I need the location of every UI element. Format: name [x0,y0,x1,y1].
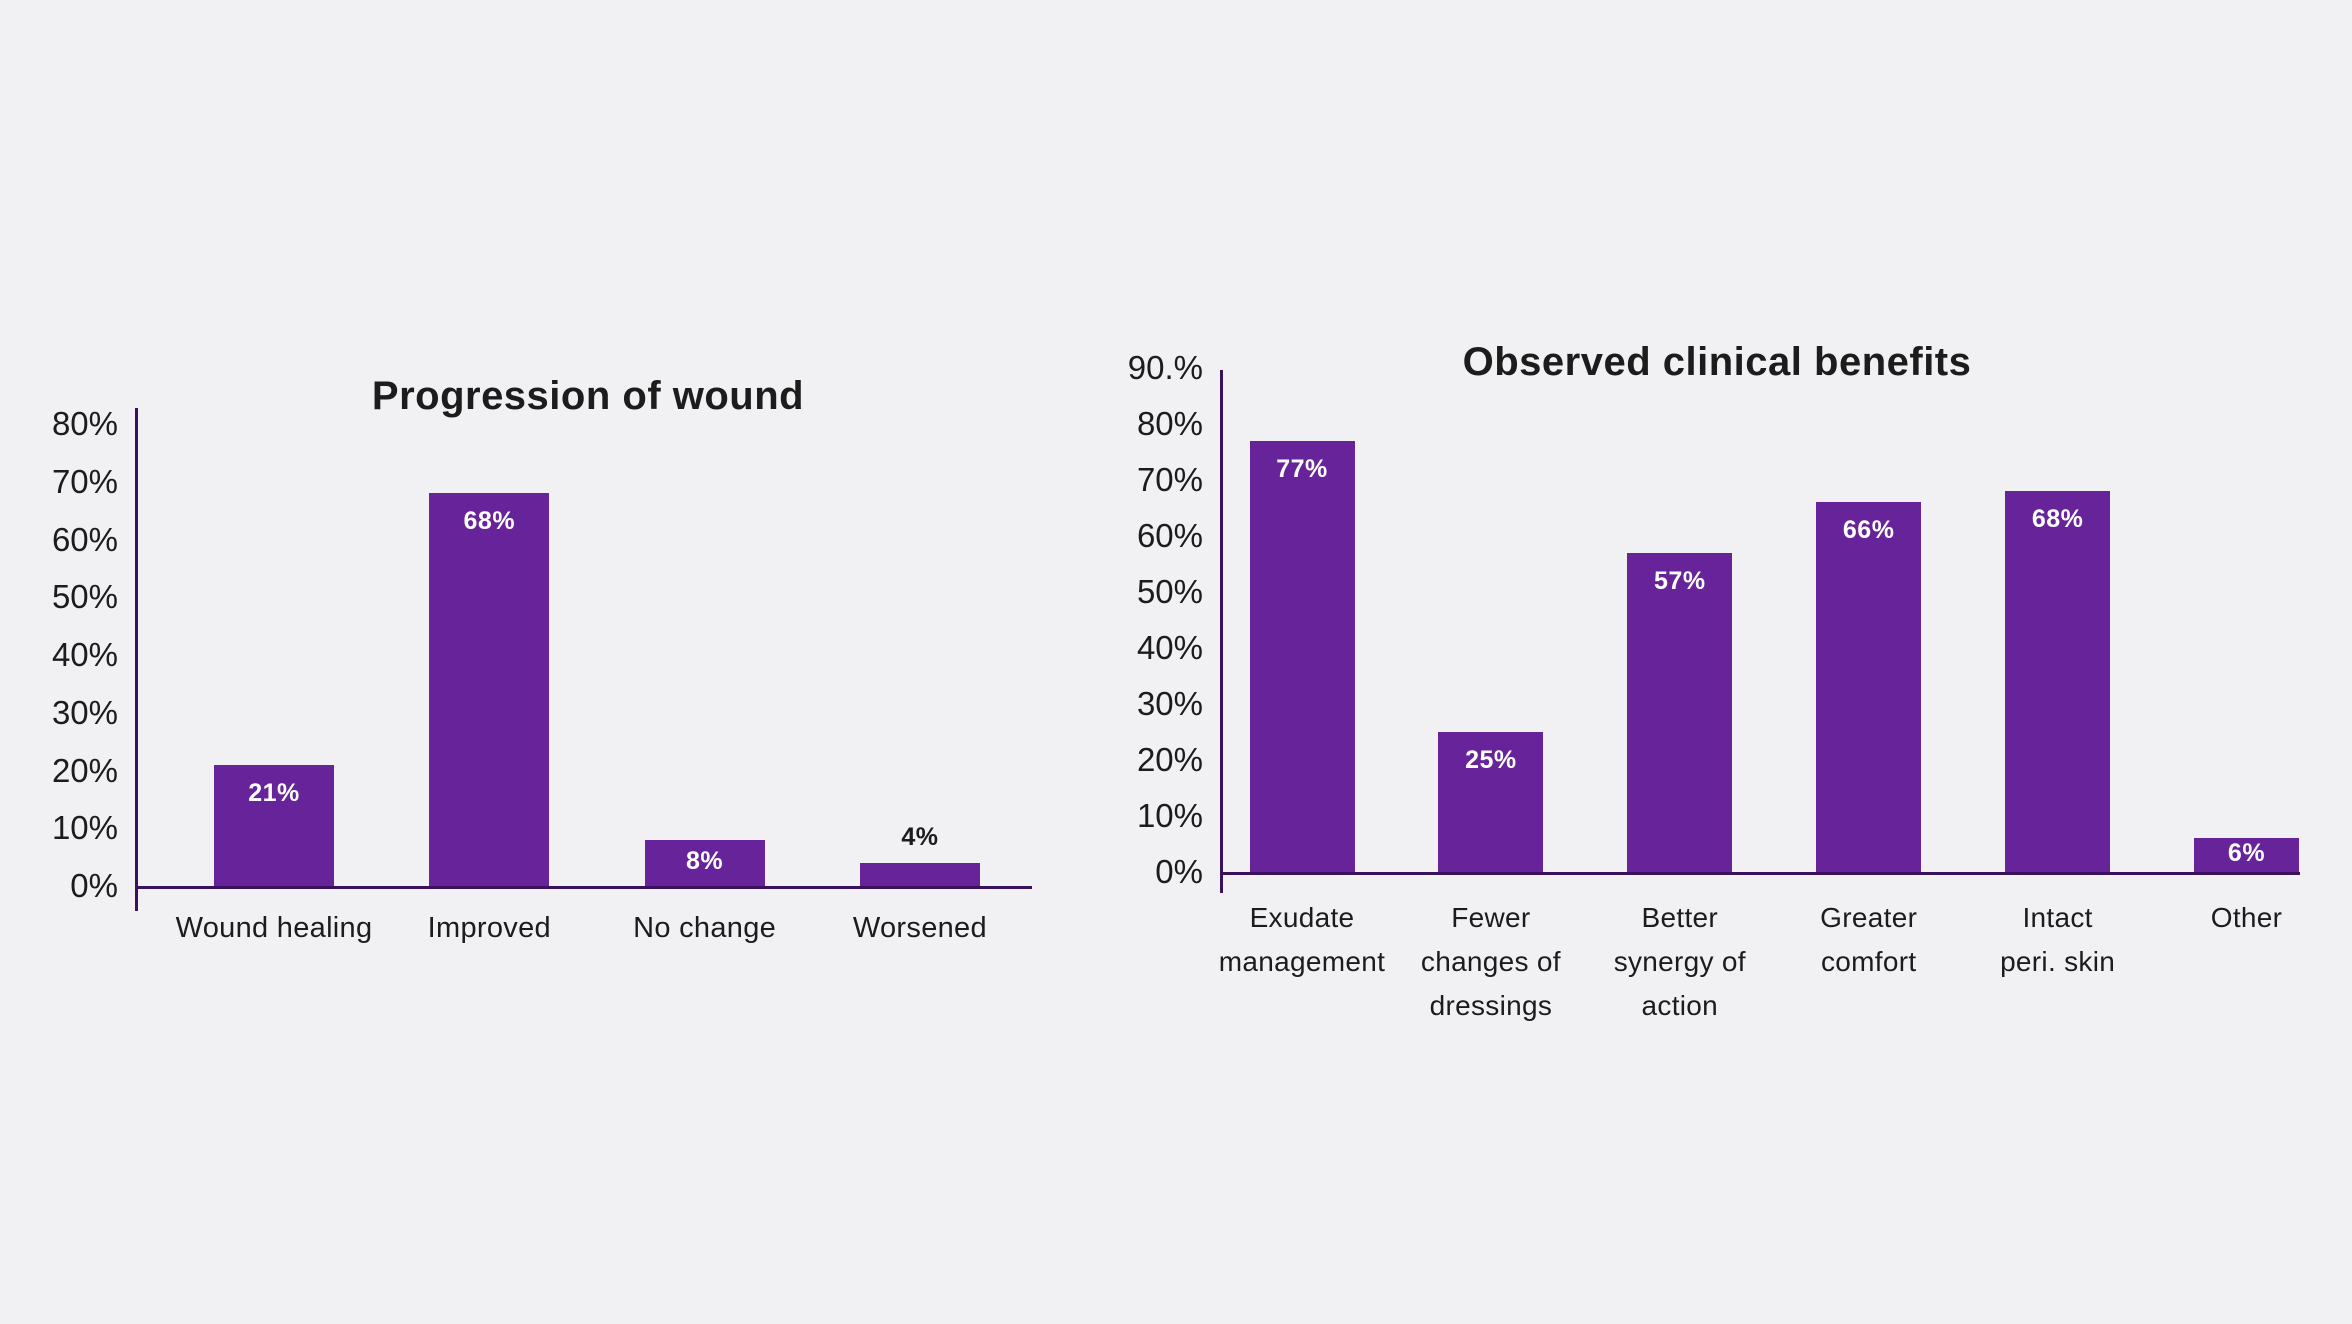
bar-value-label: 6% [2227,839,2266,868]
category-label: Fewer changes of dressings [1420,902,1561,1021]
bar [1438,732,1544,872]
bar [429,493,550,886]
y-tick-label: 40% [1136,629,1203,666]
y-tick-label: 50% [51,578,118,616]
bar-value-label: 8% [686,846,724,875]
y-tick-label: 30% [51,693,118,731]
y-tick-label: 50% [1136,573,1203,610]
y-tick-label: 20% [1136,741,1203,778]
y-tick-label: 10% [51,809,118,847]
y-tick-label: 40% [51,636,118,673]
bar-value-label: 25% [1465,746,1517,774]
y-tick-label: 10% [1136,797,1203,834]
y-tick-label: 0% [1155,853,1203,890]
bar [1627,552,1733,872]
y-tick-label: 20% [51,751,118,789]
chart-title-left: Progression of wound [371,374,805,418]
bar [214,764,334,886]
y-tick-label: 60% [51,520,118,558]
y-tick-label: 0% [70,867,118,904]
y-tick-label: 80% [1136,405,1203,442]
x-axis-line [1220,872,2300,875]
y-tick-label: 70% [1136,461,1203,498]
category-label: Worsened [852,912,987,944]
bar [2005,491,2111,872]
bar-value-label: 68% [463,507,516,536]
category-label: Intact peri. skin [2000,902,2116,977]
category-label: Wound healing [175,912,373,944]
x-axis-line [135,886,1032,889]
bar-value-label: 21% [248,778,300,807]
bar-value-label: 66% [1842,516,1895,545]
category-label: Better synergy of action [1613,902,1746,1021]
bar [1249,440,1355,872]
category-label: Other [2210,902,2283,933]
y-tick-label: 60% [1136,517,1203,554]
bar-value-label: 68% [2031,505,2084,534]
category-label: Greater comfort [1820,902,1918,977]
category-label: No change [633,912,777,944]
y-axis-line [1220,370,1223,893]
bar-value-label: 77% [1276,454,1328,483]
bar [1816,502,1922,872]
bar-value-label: 4% [901,822,939,851]
chart-title-right: Observed clinical benefits [1462,340,1972,384]
y-tick-label: 70% [51,462,118,500]
category-label: Exudate management [1218,902,1386,977]
y-tick-label: 30% [1136,685,1203,722]
y-axis-line [135,408,138,911]
bar [644,839,765,886]
bar-value-label: 57% [1654,566,1706,595]
y-tick-label: 90.% [1127,349,1203,386]
category-label: Improved [427,912,551,944]
bar [859,862,980,886]
y-tick-label: 80% [51,405,118,442]
bar [2194,838,2299,872]
